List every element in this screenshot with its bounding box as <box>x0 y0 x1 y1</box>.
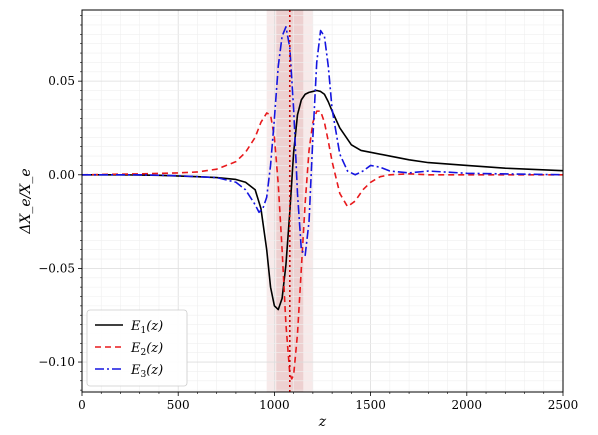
y-tick-label: 0.00 <box>48 168 75 182</box>
y-tick-label: −0.10 <box>38 355 75 369</box>
plot-frame <box>81 9 564 393</box>
series-line-e1 <box>82 89 564 311</box>
legend-box <box>86 309 188 387</box>
series-layer <box>81 26 564 380</box>
legend-label-e2: E2(z) <box>130 341 163 358</box>
x-tick-label: 2500 <box>548 398 579 412</box>
y-tick-label: −0.05 <box>38 261 75 275</box>
x-axis-label: z <box>318 414 327 430</box>
x-tick-label: 2000 <box>452 398 483 412</box>
x-tick-label: 1500 <box>355 398 386 412</box>
legend: E1(z) E2(z) E3(z) <box>86 309 188 387</box>
x-tick-label: 0 <box>78 398 86 412</box>
legend-label-e1: E1(z) <box>130 319 163 336</box>
grid <box>81 10 564 392</box>
x-tick-label: 500 <box>167 398 190 412</box>
series-line-e3 <box>82 26 564 257</box>
axis-ticks: 0 500 1000 1500 2000 2500 −0.10 −0.05 0.00 0.05 <box>38 15 579 412</box>
legend-label-e3: E3(z) <box>130 363 163 380</box>
x-tick-label: 1000 <box>259 398 290 412</box>
y-axis-label: ΔX_e/X_e <box>18 168 34 234</box>
series-line-e2 <box>81 110 563 380</box>
y-tick-label: 0.05 <box>48 74 75 88</box>
